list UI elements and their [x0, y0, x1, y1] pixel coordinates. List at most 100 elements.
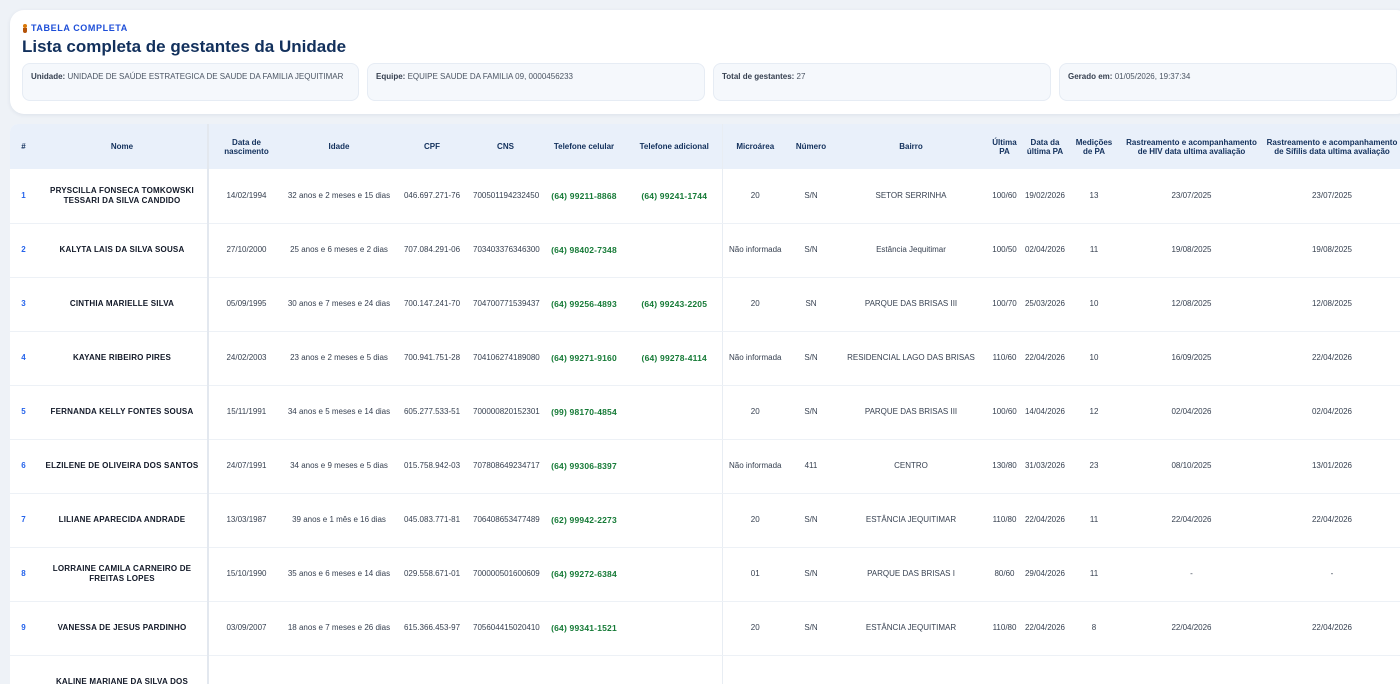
patient-name: KAYANE RIBEIRO PIRES — [37, 331, 209, 386]
age: 34 anos e 5 meses e 14 dias — [284, 385, 394, 440]
cns: 704106274189080 — [470, 331, 541, 386]
microarea: Não informada — [721, 331, 788, 386]
bp-count: 11 — [1069, 223, 1119, 278]
col-telefone-celular-header[interactable]: Telefone celular — [541, 124, 627, 169]
age: 25 anos e 6 meses e 2 dias — [284, 223, 394, 278]
microarea: Não informada — [721, 223, 788, 278]
neighborhood: SETOR SERRINHA — [834, 169, 988, 224]
unidade-label: Unidade: — [31, 72, 66, 81]
last-bp: 110/80 — [988, 493, 1021, 548]
table-row[interactable]: 3 CINTHIA MARIELLE SILVA 05/09/1995 30 anos… — [10, 277, 1400, 332]
last-bp: 100/60 — [988, 169, 1021, 224]
cns: 704700771539437 — [470, 277, 541, 332]
patient-name: KALINE MARIANE DA SILVA DOS — [37, 655, 209, 684]
house-number: S/N — [788, 169, 834, 224]
patient-name: KALYTA LAIS DA SILVA SOUSA — [37, 223, 209, 278]
info-total: Total de gestantes: 27 — [713, 63, 1051, 101]
syphilis-date: 13/01/2026 — [1264, 439, 1400, 494]
age: 35 anos e 6 meses e 14 dias — [284, 547, 394, 602]
age: 18 anos e 7 meses e 26 dias — [284, 601, 394, 656]
last-bp: 100/50 — [988, 223, 1021, 278]
birth-date: 03/09/2007 — [208, 601, 284, 656]
extra-phone — [627, 439, 722, 494]
extra-phone — [627, 223, 722, 278]
microarea — [721, 655, 788, 684]
table-header-row: # Nome Data de nascimento Idade CPF CNS Telefo… — [10, 124, 1400, 169]
microarea: 20 — [721, 277, 788, 332]
unidade-value: UNIDADE DE SAÚDE ESTRATEGICA DE SAUDE DA… — [67, 72, 344, 81]
cpf: 700.147.241-70 — [394, 277, 470, 332]
table-row[interactable]: 1 PRYSCILLA FONSECA TOMKOWSKI TESSARI DA … — [10, 169, 1400, 224]
row-index: 7 — [10, 493, 37, 548]
col-data-nascimento-header[interactable]: Data de nascimento — [208, 124, 284, 169]
hiv-date: 22/04/2026 — [1119, 493, 1264, 548]
table-row[interactable]: 7 LILIANE APARECIDA ANDRADE 13/03/1987 39 a… — [10, 493, 1400, 548]
hiv-date: 22/04/2026 — [1119, 601, 1264, 656]
cns: 707808649234717 — [470, 439, 541, 494]
col-idade-header[interactable]: Idade — [284, 124, 394, 169]
patient-name: PRYSCILLA FONSECA TOMKOWSKI TESSARI DA S… — [37, 169, 209, 224]
col-numero-header[interactable]: Número — [788, 124, 834, 169]
extra-phone: (64) 99278-4114 — [627, 331, 722, 386]
birth-date — [208, 655, 284, 684]
cpf: 045.083.771-81 — [394, 493, 470, 548]
extra-phone: (64) 99243-2205 — [627, 277, 722, 332]
col-data-ultima-pa-header[interactable]: Data da última PA — [1021, 124, 1069, 169]
hiv-date: 12/08/2025 — [1119, 277, 1264, 332]
neighborhood: ESTÂNCIA JEQUITIMAR — [834, 493, 988, 548]
bp-count: 10 — [1069, 277, 1119, 332]
eyebrow: TABELA COMPLETA — [22, 23, 128, 33]
age: 30 anos e 7 meses e 24 dias — [284, 277, 394, 332]
last-bp: 110/60 — [988, 331, 1021, 386]
hiv-date: 16/09/2025 — [1119, 331, 1264, 386]
table-row[interactable]: KALINE MARIANE DA SILVA DOS — [10, 655, 1400, 684]
last-bp-date: 22/04/2026 — [1021, 601, 1069, 656]
table-row[interactable]: 2 KALYTA LAIS DA SILVA SOUSA 27/10/2000 25 … — [10, 223, 1400, 278]
mobile-phone: (64) 99211-8868 — [541, 169, 627, 224]
microarea: 20 — [721, 601, 788, 656]
cns: 705604415020410 — [470, 601, 541, 656]
last-bp — [988, 655, 1021, 684]
last-bp: 80/60 — [988, 547, 1021, 602]
row-index — [10, 655, 37, 684]
extra-phone — [627, 547, 722, 602]
house-number: 411 — [788, 439, 834, 494]
col-nome-header[interactable]: Nome — [37, 124, 209, 169]
microarea: 01 — [721, 547, 788, 602]
col-cpf-header[interactable]: CPF — [394, 124, 470, 169]
table-row[interactable]: 4 KAYANE RIBEIRO PIRES 24/02/2003 23 anos e… — [10, 331, 1400, 386]
table-row[interactable]: 9 VANESSA DE JESUS PARDINHO 03/09/2007 18 a… — [10, 601, 1400, 656]
mobile-phone: (64) 99272-6384 — [541, 547, 627, 602]
patient-name: FERNANDA KELLY FONTES SOUSA — [37, 385, 209, 440]
col-telefone-adicional-header[interactable]: Telefone adicional — [627, 124, 722, 169]
table-row[interactable]: 6 ELZILENE DE OLIVEIRA DOS SANTOS 24/07/19… — [10, 439, 1400, 494]
syphilis-date: 22/04/2026 — [1264, 493, 1400, 548]
col-cns-header[interactable]: CNS — [470, 124, 541, 169]
extra-phone: (64) 99241-1744 — [627, 169, 722, 224]
last-bp-date: 19/02/2026 — [1021, 169, 1069, 224]
cpf: 707.084.291-06 — [394, 223, 470, 278]
patient-name: LORRAINE CAMILA CARNEIRO DE FREITAS LOPE… — [37, 547, 209, 602]
col-ultima-pa-header[interactable]: Última PA — [988, 124, 1021, 169]
gerado-label: Gerado em: — [1068, 72, 1113, 81]
col-microarea-header[interactable]: Microárea — [721, 124, 788, 169]
table-row[interactable]: 5 FERNANDA KELLY FONTES SOUSA 15/11/1991 34… — [10, 385, 1400, 440]
col-bairro-header[interactable]: Bairro — [834, 124, 988, 169]
equipe-label: Equipe: — [376, 72, 406, 81]
house-number: S/N — [788, 601, 834, 656]
col-sifilis-header[interactable]: Rastreamento e acompanhamento de Sífilis… — [1264, 124, 1400, 169]
table-row[interactable]: 8 LORRAINE CAMILA CARNEIRO DE FREITAS LOP… — [10, 547, 1400, 602]
house-number: S/N — [788, 547, 834, 602]
eyebrow-label: TABELA COMPLETA — [31, 23, 128, 33]
last-bp-date: 31/03/2026 — [1021, 439, 1069, 494]
hiv-date: 23/07/2025 — [1119, 169, 1264, 224]
extra-phone — [627, 493, 722, 548]
last-bp: 100/70 — [988, 277, 1021, 332]
col-hiv-header[interactable]: Rastreamento e acompanhamento de HIV dat… — [1119, 124, 1264, 169]
col-index-header[interactable]: # — [10, 124, 37, 169]
last-bp-date: 02/04/2026 — [1021, 223, 1069, 278]
hiv-date: 19/08/2025 — [1119, 223, 1264, 278]
col-medicoes-pa-header[interactable]: Medições de PA — [1069, 124, 1119, 169]
neighborhood: Estância Jequitimar — [834, 223, 988, 278]
neighborhood: PARQUE DAS BRISAS I — [834, 547, 988, 602]
